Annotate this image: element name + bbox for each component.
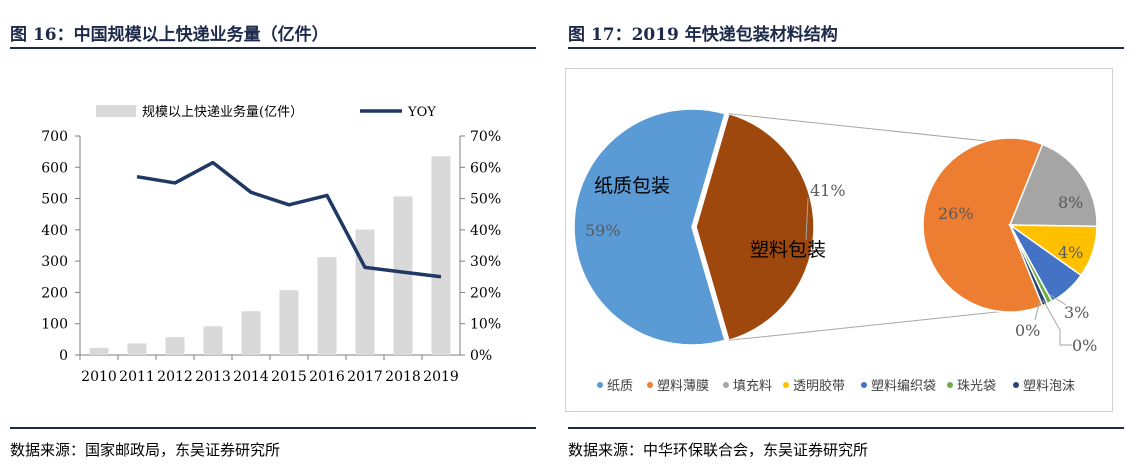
legend-label: 珠光袋	[957, 379, 996, 394]
bar	[203, 326, 223, 355]
subpie-pct-foam: 0%	[1072, 336, 1097, 355]
x-tick-label: 2012	[157, 369, 193, 385]
x-tick-label: 2014	[233, 369, 269, 385]
subpie-slice	[1009, 224, 1049, 307]
bar	[393, 196, 413, 355]
legend-marker	[861, 382, 867, 388]
y-right-tick-label: 0%	[470, 348, 492, 364]
subpie-pearl-leader	[1034, 299, 1041, 321]
x-tick-label: 2013	[195, 369, 231, 385]
y-left-tick-label: 200	[41, 285, 68, 301]
title-rule	[10, 47, 536, 49]
legend-marker	[947, 382, 953, 388]
pie-label-plastic: 塑料包装	[750, 239, 826, 261]
pie-pct-plastic-leader	[805, 197, 809, 241]
source-rule	[568, 427, 1124, 429]
bar	[165, 337, 185, 355]
legend-marker	[647, 382, 653, 388]
pie-label-paper: 纸质包装	[594, 175, 670, 197]
legend-marker	[597, 382, 603, 388]
subpie-slice	[922, 137, 1044, 313]
legend-label: 塑料编织袋	[871, 379, 936, 394]
y-right-tick-label: 10%	[470, 317, 501, 333]
subpie-pct-tape: 4%	[1058, 243, 1083, 262]
pie-pct-paper: 59%	[585, 221, 621, 240]
pie-pct-plastic: 41%	[810, 181, 846, 200]
express-volume-chart: 0 100 200 300 400 500 600 700 0% 10% 20% 30% 40% 50% 6…	[41, 104, 501, 385]
bar	[127, 343, 147, 355]
subpie-woven-leader	[1049, 294, 1067, 306]
subpie-pct-pearl-bag: 0%	[1015, 321, 1040, 340]
bar	[279, 290, 299, 355]
subpie-slice	[1008, 143, 1098, 228]
y-left-tick-label: 400	[41, 223, 68, 239]
legend-label: 纸质	[607, 379, 633, 394]
legend-line-label: YOY	[407, 105, 436, 120]
pie-slice-plastic	[695, 112, 815, 342]
left-panel: 图 16：中国规模以上快递业务量（亿件） 0 100 200 300 400 500 600…	[0, 0, 548, 475]
figure-16-title: 图 16：中国规模以上快递业务量（亿件）	[10, 25, 329, 45]
subpie-pct-woven-bag: 3%	[1064, 303, 1089, 322]
legend-label: 填充料	[733, 378, 772, 394]
y-left-tick-label: 700	[41, 129, 68, 145]
legend-marker	[783, 382, 789, 388]
legend-label: 透明胶带	[793, 378, 845, 394]
y-right-tick-label: 60%	[470, 160, 501, 176]
bar	[317, 257, 337, 355]
source-rule	[10, 427, 536, 429]
y-right-tick-label: 40%	[470, 223, 501, 239]
legend-label: 塑料薄膜	[657, 379, 709, 394]
x-tick-label: 2019	[423, 369, 459, 385]
figure-17-source: 数据来源：中华环保联合会，东吴证券研究所	[568, 441, 869, 459]
bar	[241, 311, 261, 355]
connector-line-bottom	[728, 307, 1036, 341]
x-tick-label: 2017	[347, 369, 383, 385]
y-left-tick-label: 500	[41, 192, 68, 208]
y-right-tick-label: 50%	[470, 192, 501, 208]
pie-chart-frame	[565, 68, 1113, 412]
bar	[431, 156, 451, 355]
legend-marker	[1013, 382, 1019, 388]
x-tick-label: 2015	[271, 369, 307, 385]
x-tick-label: 2010	[81, 369, 117, 385]
legend-bar-swatch	[96, 105, 136, 117]
y-left-tick-label: 600	[41, 160, 68, 176]
y-left-tick-label: 300	[41, 254, 68, 270]
subpie-pct-filler: 8%	[1058, 193, 1083, 212]
legend-marker	[723, 382, 729, 388]
y-right-tick-label: 70%	[470, 129, 501, 145]
y-right-tick-label: 30%	[470, 254, 501, 270]
right-panel: 图 17：2019 年快递包装材料结构 数据来源：中华环保联合会，东吴证券研究所	[558, 0, 1136, 475]
pie-slice-paper	[573, 108, 726, 346]
subpie-foam-leader	[1042, 299, 1072, 346]
legend-label: 塑料泡沫	[1023, 379, 1075, 394]
legend-bar-label: 规模以上快递业务量(亿件）	[142, 104, 303, 120]
y-left-tick-label: 0	[59, 348, 68, 364]
y-left-tick-label: 100	[41, 317, 68, 333]
bar	[89, 347, 109, 355]
title-rule	[568, 47, 1124, 49]
figure-17-title: 图 17：2019 年快递包装材料结构	[568, 25, 838, 45]
x-tick-label: 2016	[309, 369, 345, 385]
x-tick-label: 2018	[385, 369, 421, 385]
subpie-pct-film: 26%	[938, 204, 974, 223]
y-right-tick-label: 20%	[470, 285, 501, 301]
x-tick-label: 2011	[119, 369, 155, 385]
figure-16-source: 数据来源：国家邮政局，东吴证券研究所	[10, 441, 281, 459]
